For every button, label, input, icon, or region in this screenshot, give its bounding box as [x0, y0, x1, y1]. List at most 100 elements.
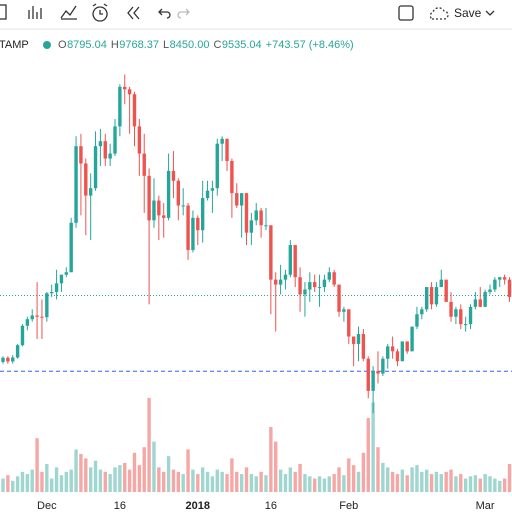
candle-body	[162, 215, 166, 218]
volume-bar	[308, 476, 312, 492]
volume-bar	[118, 465, 122, 492]
legend-change: +743.57 (+8.46%)	[266, 39, 354, 51]
legend-value: 9535.04	[222, 39, 262, 51]
volume-bar	[463, 478, 468, 492]
candle-body	[25, 319, 30, 326]
volume-bar	[429, 474, 434, 492]
candle-body	[488, 289, 492, 293]
volume-bar	[40, 471, 44, 492]
volume-bar	[405, 475, 409, 492]
volume-bar	[454, 476, 458, 492]
volume-bar	[415, 465, 419, 492]
redo-icon[interactable]	[177, 8, 190, 19]
candle-body	[405, 341, 409, 352]
volume-bar	[215, 469, 219, 492]
candle-body	[210, 188, 215, 191]
candle-body	[181, 205, 185, 207]
candle-body	[371, 371, 375, 391]
volume-bar	[274, 441, 278, 492]
toolbar-icon[interactable]	[0, 4, 7, 20]
volume-bar	[79, 453, 83, 492]
volume-bar	[239, 474, 244, 492]
volume-bar	[230, 458, 234, 492]
save-menu[interactable]	[485, 10, 495, 16]
volume-bar	[157, 467, 161, 492]
candle-body	[235, 193, 239, 206]
candle-body	[400, 341, 405, 362]
candle-body	[298, 277, 302, 295]
volume-bar	[342, 475, 346, 492]
candle-body	[381, 358, 385, 374]
x-tick-label: 16	[265, 500, 277, 512]
legend-key: L	[163, 39, 169, 51]
save-label[interactable]: Save	[454, 6, 482, 20]
candle-body	[327, 272, 331, 280]
candle-body	[473, 299, 478, 307]
alert-icon[interactable]	[92, 3, 108, 22]
volume-bar	[332, 474, 336, 492]
volume-bar	[376, 447, 380, 492]
replay-icon[interactable]	[127, 6, 140, 20]
candle-body	[6, 357, 10, 362]
candle-body	[459, 309, 463, 325]
bars-icon[interactable]	[28, 6, 42, 19]
volume-bar	[181, 474, 185, 492]
candle-body	[205, 190, 210, 199]
candle-body	[502, 277, 507, 280]
candle-body	[366, 358, 370, 391]
candle-body	[74, 146, 78, 223]
candle-body	[283, 274, 288, 280]
candle-body	[88, 188, 93, 196]
candle-body	[186, 205, 190, 250]
candle-body	[118, 86, 122, 127]
volume-bar	[205, 471, 210, 492]
layout-icon[interactable]	[398, 5, 414, 21]
volume-bar	[278, 469, 283, 492]
candle-body	[132, 94, 137, 127]
volume-bar	[15, 476, 20, 492]
x-tick-label: Feb	[339, 500, 358, 512]
candle-body	[342, 309, 346, 312]
volume-bar	[127, 469, 132, 492]
candle-body	[376, 371, 380, 374]
legend-value: 8795.04	[67, 39, 107, 51]
candle-body	[142, 153, 146, 176]
volume-bar	[386, 467, 390, 492]
volume-bar	[54, 467, 59, 492]
volume-bar	[288, 467, 293, 492]
volume-bar	[88, 467, 93, 492]
plot-area	[0, 74, 512, 492]
candle-body	[157, 200, 161, 216]
candle-body	[45, 293, 49, 318]
candle-body	[498, 277, 502, 280]
volume-bar	[176, 471, 181, 492]
candle-body	[429, 287, 434, 305]
candle-body	[93, 146, 98, 189]
indicators-icon[interactable]	[60, 5, 77, 20]
candle-body	[356, 334, 361, 344]
volume-bar	[356, 471, 361, 492]
save-icon[interactable]	[429, 7, 449, 20]
candle-body	[274, 279, 278, 285]
candle-body	[424, 287, 429, 310]
symbol: TAMP	[0, 39, 29, 51]
legend-value: 8450.00	[170, 39, 210, 51]
volume-bar	[347, 458, 351, 492]
candle-body	[98, 141, 103, 147]
candle-body	[113, 126, 117, 154]
candle-body	[415, 314, 419, 327]
candle-body	[312, 282, 317, 288]
volume-bar	[6, 475, 10, 492]
x-tick-label: Mar	[476, 500, 495, 512]
volume-bar	[498, 480, 502, 492]
candle-body	[64, 272, 69, 275]
undo-icon[interactable]	[158, 8, 171, 19]
volume-bar	[381, 462, 385, 492]
candle-body	[137, 126, 142, 154]
candle-body	[225, 138, 229, 162]
volume-bar	[293, 471, 297, 492]
volume-bar	[439, 474, 443, 492]
candle-body	[322, 279, 327, 288]
candle-body	[483, 292, 487, 307]
volume-bar	[123, 462, 127, 492]
